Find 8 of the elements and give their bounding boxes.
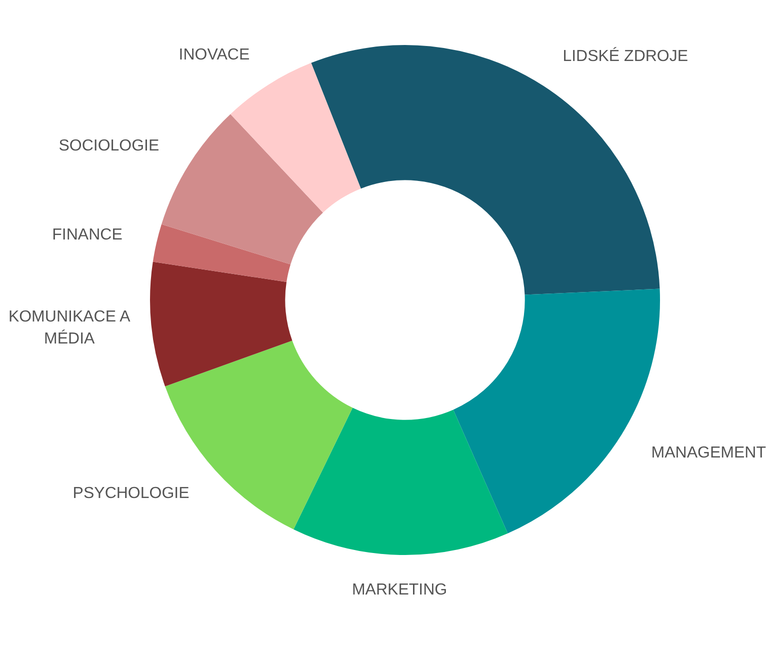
slice-label: KOMUNIKACE A MÉDIA — [8, 308, 131, 348]
slice-label: MARKETING — [352, 581, 448, 598]
slice-label: INOVACE — [178, 46, 250, 64]
slice-label: PSYCHOLOGIE — [72, 485, 190, 502]
slice-label: FINANCE — [52, 226, 122, 244]
slice-label: MANAGEMENT — [651, 444, 766, 462]
slice-label: LIDSKÉ ZDROJE — [562, 47, 688, 66]
slice-label: SOCIOLOGIE — [58, 138, 160, 155]
